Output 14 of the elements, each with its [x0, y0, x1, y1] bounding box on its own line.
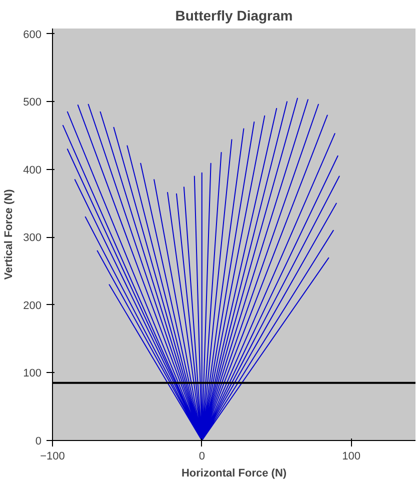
x-tick-label: 100	[342, 450, 360, 462]
y-tick-label: 200	[23, 300, 42, 312]
y-tick-label: 300	[23, 232, 42, 244]
y-tick-label: 400	[23, 164, 42, 176]
y-tick-label: 600	[23, 28, 42, 41]
y-axis-title: Vertical Force (N)	[3, 188, 16, 280]
chart-title: Butterfly Diagram	[175, 8, 293, 24]
y-tick-label: 100	[23, 368, 42, 380]
x-tick-label: −100	[40, 450, 65, 462]
line-series	[62, 98, 340, 440]
y-tick-label: 0	[35, 436, 42, 448]
x-axis-title: Horizontal Force (N)	[181, 468, 287, 480]
y-tick-label: 500	[23, 96, 42, 109]
x-tick-label: 0	[198, 450, 205, 462]
